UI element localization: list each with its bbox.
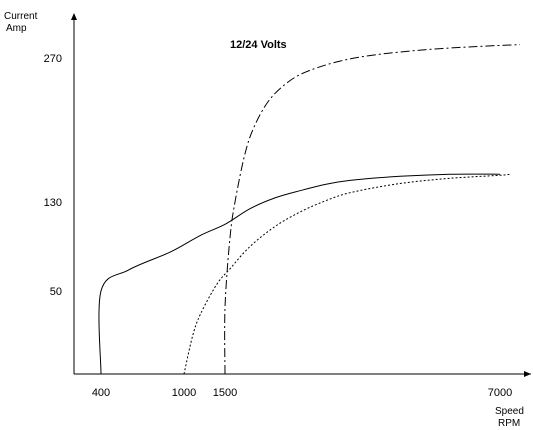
x-tick-label: 7000 <box>488 387 512 399</box>
y-axis-label-line-2: Amp <box>6 23 27 34</box>
x-tick-label: 400 <box>92 387 110 399</box>
y-tick-label: 50 <box>50 286 62 298</box>
x-axis-label-line-1: Speed <box>495 406 524 417</box>
y-tick-label: 130 <box>44 197 62 209</box>
chart-title: 12/24 Volts <box>230 39 287 51</box>
series-line-dotted <box>183 173 511 375</box>
series-line-dash-dot <box>224 44 521 375</box>
x-tick-label: 1500 <box>213 387 237 399</box>
series-line-solid <box>98 173 501 375</box>
y-tick-label: 270 <box>44 53 62 65</box>
series-lines <box>98 44 521 375</box>
y-tick-labels: 50 130 270 <box>44 53 62 298</box>
x-axis-label-line-2: RPM <box>498 418 520 429</box>
y-axis-label-line-1: Current <box>4 11 38 22</box>
x-tick-label: 1000 <box>172 387 196 399</box>
x-tick-labels: 400 1000 1500 7000 <box>92 387 512 399</box>
